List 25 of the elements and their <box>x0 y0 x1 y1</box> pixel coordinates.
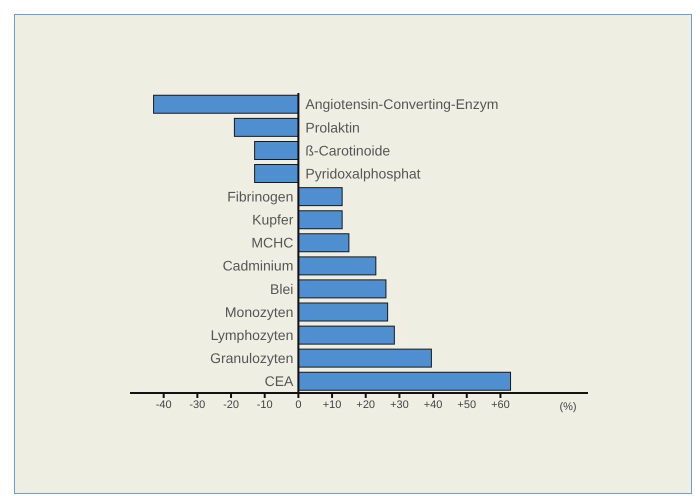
x-tick-label: +20 <box>356 398 376 411</box>
x-axis-title: (%) <box>559 401 577 413</box>
y-tick-label: Granulozyten <box>210 350 294 366</box>
x-tick-label: -40 <box>156 398 172 411</box>
y-tick-label: Angiotensin-Converting-Enzym <box>305 96 498 112</box>
y-tick-label: Monozyten <box>224 304 294 320</box>
y-tick-label: Kupfer <box>252 212 294 228</box>
x-tick-label: +60 <box>491 398 510 411</box>
y-tick-label: Blei <box>270 280 294 297</box>
y-tick-label: MCHC <box>251 234 294 251</box>
x-tick-label: +50 <box>457 398 476 411</box>
x-tick-label: +30 <box>390 398 409 411</box>
y-tick-label: Fibrinogen <box>227 188 294 205</box>
x-tick-label: +10 <box>322 398 342 411</box>
x-tick-label: -10 <box>256 398 273 411</box>
y-tick-label: ß-Carotinoide <box>305 142 390 158</box>
y-tick-label: Pyridoxalphosphat <box>305 165 421 182</box>
x-tick-label: 0 <box>295 398 302 411</box>
y-tick-label: Cadminium <box>222 258 294 274</box>
x-tick-label: -20 <box>223 398 239 411</box>
x-tick-label: -30 <box>189 398 206 411</box>
y-tick-label: CEA <box>264 373 294 390</box>
y-tick-label: Lymphozyten <box>210 326 294 343</box>
x-tick-label: +40 <box>424 398 442 411</box>
y-tick-label: Prolaktin <box>305 119 360 136</box>
